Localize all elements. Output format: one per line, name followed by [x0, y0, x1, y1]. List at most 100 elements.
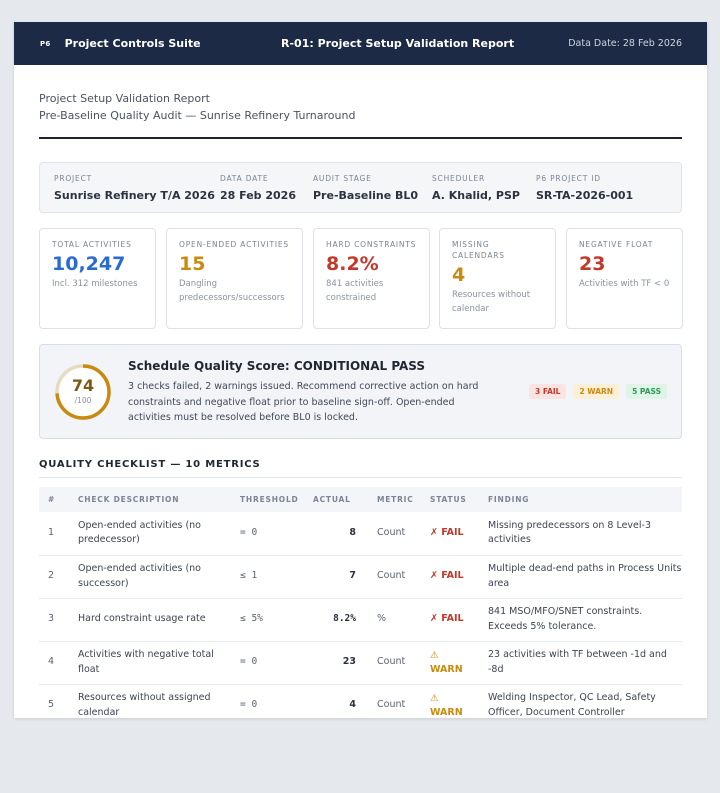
kpi-sub: Dangling predecessors/successors [179, 279, 285, 303]
kpi-value: 10,247 [52, 253, 126, 275]
meta-project-id: P6 PROJECT ID SR-TA-2026-001 [536, 174, 633, 202]
score-description: 3 checks failed, 2 warnings issued. Reco… [128, 381, 479, 423]
finding: Missing predecessors on 8 Level-3 activi… [488, 519, 652, 546]
kpi-label: MISSING CALENDARS [452, 240, 505, 260]
kpi-hard-constraints: HARD CONSTRAINTS 8.2% 841 activities con… [313, 228, 430, 329]
result-pills: 3 FAIL 2 WARN 5 PASS [528, 384, 667, 399]
meta-project: PROJECT Sunrise Refinery T/A 2026 [54, 174, 215, 202]
project-meta-panel: PROJECT Sunrise Refinery T/A 2026 DATA D… [39, 162, 682, 213]
meta-label: SCHEDULER [432, 174, 485, 183]
meta-value: Pre-Baseline BL0 [313, 189, 419, 202]
kpi-value: 15 [179, 253, 206, 275]
checklist-divider [39, 477, 682, 478]
report-content: Project Setup Validation Report Pre-Base… [14, 65, 707, 718]
metric: Count [377, 699, 406, 711]
score-gauge-arc [55, 364, 111, 420]
p6-logo: P6 [40, 39, 51, 48]
kpi-sub: Activities with TF < 0 [579, 279, 670, 289]
actual-value: 8 [349, 527, 356, 538]
finding: 841 MSO/MFO/SNET constraints. Exceeds 5%… [488, 606, 643, 632]
status-badge: ⚠ WARN [430, 649, 463, 675]
kpi-negative-float: NEGATIVE FLOAT 23 Activities with TF < 0 [566, 228, 683, 329]
status-cell: ✗ FAIL [421, 512, 479, 555]
meta-label: PROJECT [54, 174, 93, 183]
col-header-status: STATUS [430, 495, 467, 504]
status-badge: ⚠ WARN [430, 692, 463, 718]
kpi-value: 8.2% [326, 253, 379, 275]
score-gauge-ring [55, 364, 111, 420]
status-cell: ✗ FAIL [421, 598, 479, 641]
metric: Count [377, 527, 406, 538]
metric: Count [377, 570, 406, 582]
status-badge: ✗ FAIL [430, 527, 464, 538]
threshold: ≤ 1 [240, 570, 258, 582]
report-subtitle: Pre-Baseline Quality Audit — Sunrise Ref… [39, 109, 356, 122]
table-header-row: # CHECK DESCRIPTION THRESHOLD ACTUAL MET… [39, 487, 682, 512]
kpi-total-activities: TOTAL ACTIVITIES 10,247 Incl. 312 milest… [39, 228, 156, 329]
score-max: /100 [74, 396, 92, 405]
meta-audit-stage: AUDIT STAGE Pre-Baseline BL0 [313, 174, 418, 202]
col-header-actual: ACTUAL [313, 495, 351, 504]
actual-value: 8.2% [333, 613, 356, 625]
actual-value: 23 [342, 656, 356, 668]
kpi-label: NEGATIVE FLOAT [579, 240, 654, 249]
actual-value: 4 [349, 699, 356, 711]
meta-label: DATA DATE [220, 174, 269, 183]
col-header-metric: METRIC [377, 495, 414, 504]
kpi-sub: Resources without calendar [452, 290, 531, 314]
row-number: 2 [48, 570, 55, 582]
col-header-number: # [48, 495, 56, 504]
score-title: Schedule Quality Score: CONDITIONAL PASS [128, 359, 426, 373]
kpi-sub: Incl. 312 milestones [52, 279, 138, 289]
kpi-value: 23 [579, 253, 606, 275]
col-header-finding: FINDING [488, 495, 530, 504]
report-id-title: R-01: Project Setup Validation Report [281, 37, 515, 50]
threshold: = 0 [240, 699, 258, 711]
kpi-value: 4 [452, 264, 466, 286]
actual-value: 7 [349, 570, 356, 582]
kpi-label: OPEN-ENDED ACTIVITIES [179, 240, 289, 249]
kpi-row: TOTAL ACTIVITIES 10,247 Incl. 312 milest… [39, 228, 683, 329]
checklist-heading: QUALITY CHECKLIST — 10 METRICS [39, 459, 261, 470]
kpi-missing-calendars: MISSING CALENDARS 4 Resources without ca… [439, 228, 556, 329]
table-row: 4 Activities with negative total float =… [39, 641, 682, 684]
row-number: 5 [48, 699, 55, 711]
kpi-open-ended: OPEN-ENDED ACTIVITIES 15 Dangling predec… [166, 228, 303, 329]
kpi-label: HARD CONSTRAINTS [326, 240, 417, 249]
status-cell: ⚠ WARN [421, 641, 479, 684]
col-header-description: CHECK DESCRIPTION [78, 495, 180, 504]
table-row: 3 Hard constraint usage rate ≤ 5% 8.2% %… [39, 598, 682, 641]
meta-label: P6 PROJECT ID [536, 174, 601, 183]
meta-value: A. Khalid, PSP [432, 189, 520, 202]
report-title: Project Setup Validation Report [39, 92, 210, 105]
table-row: 5 Resources without assigned calendar = … [39, 684, 682, 718]
status-cell: ✗ FAIL [421, 555, 479, 598]
metric: % [377, 613, 387, 625]
threshold: = 0 [240, 656, 258, 668]
check-description: Open-ended activities (no successor) [78, 563, 201, 589]
metric: Count [377, 656, 406, 668]
status-badge: ✗ FAIL [430, 613, 464, 625]
meta-scheduler: SCHEDULER A. Khalid, PSP [432, 174, 520, 202]
report-window: P6 Project Controls Suite R-01: Project … [14, 22, 707, 718]
status-cell: ⚠ WARN [421, 684, 479, 718]
meta-value: 28 Feb 2026 [220, 189, 296, 202]
row-number: 4 [48, 656, 55, 668]
warn-count-badge: 2 WARN [573, 384, 620, 399]
kpi-label: TOTAL ACTIVITIES [52, 240, 132, 249]
quality-score-panel: 74 /100 Schedule Quality Score: CONDITIO… [39, 344, 682, 439]
check-description: Resources without assigned calendar [78, 692, 211, 718]
table-row: 1 Open-ended activities (no predecessor)… [39, 512, 682, 555]
finding: Welding Inspector, QC Lead, Safety Offic… [488, 692, 656, 718]
app-title: Project Controls Suite [64, 37, 201, 50]
check-description: Activities with negative total float [78, 649, 214, 675]
score-value: 74 [71, 376, 95, 395]
quality-checklist-table: # CHECK DESCRIPTION THRESHOLD ACTUAL MET… [39, 487, 682, 718]
col-header-threshold: THRESHOLD [240, 495, 299, 504]
meta-data-date: DATA DATE 28 Feb 2026 [220, 174, 296, 202]
data-date: Data Date: 28 Feb 2026 [568, 38, 682, 49]
meta-value: SR-TA-2026-001 [536, 189, 634, 202]
row-number: 3 [48, 613, 55, 625]
check-description: Open-ended activities (no predecessor) [78, 519, 201, 546]
threshold: ≤ 5% [240, 613, 263, 625]
